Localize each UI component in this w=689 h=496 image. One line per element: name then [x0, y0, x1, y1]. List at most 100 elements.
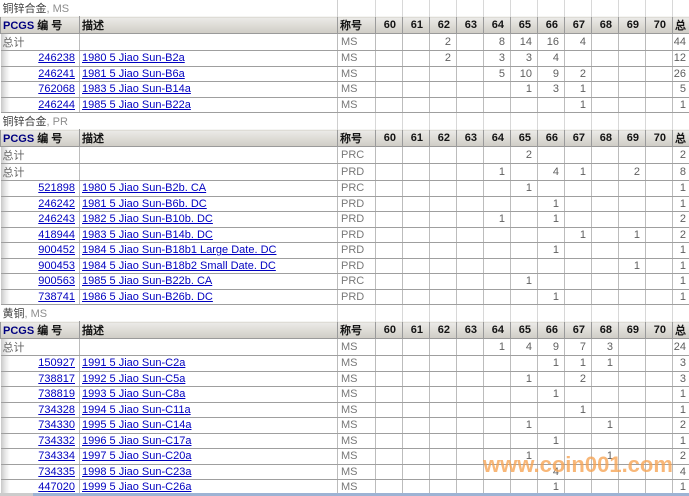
- title-spacer-cell: [591, 0, 619, 17]
- coin-description-link[interactable]: 1982 5 Jiao Sun-B10b. DC: [82, 213, 213, 226]
- pcgs-number-link[interactable]: 447020: [38, 481, 75, 494]
- grade-count-cell: [375, 211, 403, 228]
- number-label: 编 号: [37, 20, 63, 32]
- pcgs-number-link[interactable]: 734334: [38, 450, 75, 463]
- pcgs-number-link[interactable]: 246242: [38, 197, 75, 210]
- grade-count-cell: [402, 97, 430, 113]
- grade-count-cell: 1: [537, 242, 565, 259]
- grade-count-cell: [510, 402, 538, 418]
- col-header-total: 总: [672, 16, 689, 34]
- grade-count-cell: 1: [510, 417, 538, 434]
- col-header-total: 总: [672, 129, 689, 147]
- pcgs-number-link[interactable]: 246243: [38, 213, 75, 226]
- grade-count-cell: [402, 33, 430, 51]
- grade-count-cell: [375, 50, 403, 67]
- grade-count-cell: [591, 433, 619, 449]
- pcgs-number-link[interactable]: 900452: [38, 244, 75, 257]
- grade-count-cell: [483, 355, 511, 372]
- grade-count-cell: [429, 355, 457, 372]
- description-cell: 1981 5 Jiao Sun-B6a: [79, 66, 338, 82]
- pcgs-number-link[interactable]: 900563: [38, 275, 75, 288]
- description-cell: 1995 5 Jiao Sun-C14a: [79, 417, 338, 434]
- coin-description-link[interactable]: 1985 5 Jiao Sun-B22b. CA: [82, 275, 213, 288]
- pcgs-number-link[interactable]: 734330: [38, 419, 75, 432]
- grade-count-cell: [591, 163, 619, 181]
- grade-count-cell: [429, 97, 457, 113]
- description-cell: 1984 5 Jiao Sun-B18b2 Small Date. DC: [79, 258, 338, 274]
- grade-count-cell: [591, 66, 619, 82]
- coin-description-link[interactable]: 1991 5 Jiao Sun-C2a: [82, 357, 186, 370]
- coin-description-link[interactable]: 1986 5 Jiao Sun-B26b. DC: [82, 290, 213, 303]
- grade-count-cell: [375, 146, 403, 164]
- totals-label: 总计: [2, 167, 25, 179]
- coin-description-link[interactable]: 1984 5 Jiao Sun-B18b2 Small Date. DC: [82, 259, 276, 272]
- grade-count-cell: [564, 180, 592, 197]
- coin-description-link[interactable]: 1981 5 Jiao Sun-B6b. DC: [82, 197, 207, 210]
- coin-description-link[interactable]: 1993 5 Jiao Sun-C8a: [82, 388, 186, 401]
- coin-description-link[interactable]: 1980 5 Jiao Sun-B2b. CA: [82, 182, 207, 195]
- coin-description-link[interactable]: 1984 5 Jiao Sun-B18b1 Large Date. DC: [82, 244, 277, 257]
- pcgs-number-link[interactable]: 246241: [38, 67, 75, 80]
- grade-count-cell: 3: [510, 50, 538, 67]
- grade-count-cell: [591, 386, 619, 403]
- coin-description-link[interactable]: 1985 5 Jiao Sun-B22a: [82, 98, 191, 111]
- grade-count-cell: [618, 386, 646, 403]
- coin-description-link[interactable]: 1997 5 Jiao Sun-C20a: [82, 450, 192, 463]
- pcgs-number-link[interactable]: 738819: [38, 388, 75, 401]
- pcgs-number-link[interactable]: 900453: [38, 259, 75, 272]
- col-header-grade: 66: [537, 16, 565, 34]
- coin-description-link[interactable]: 1980 5 Jiao Sun-B2a: [82, 52, 185, 65]
- pcgs-number-link[interactable]: 734332: [38, 434, 75, 447]
- grade-count-cell: [645, 196, 673, 212]
- col-header-grade: 65: [510, 16, 538, 34]
- grade-count-cell: [537, 402, 565, 418]
- pcgs-number-link[interactable]: 738741: [38, 290, 75, 303]
- coin-description-link[interactable]: 1994 5 Jiao Sun-C11a: [82, 403, 191, 416]
- total-count-cell: 1: [672, 196, 689, 212]
- grade-count-cell: [618, 338, 646, 356]
- designation-cell: MS: [337, 464, 376, 480]
- title-spacer-cell: [375, 305, 403, 322]
- grade-count-cell: 4: [537, 50, 565, 67]
- coin-description-link[interactable]: 1981 5 Jiao Sun-B6a: [82, 67, 185, 80]
- coin-description-link[interactable]: 1983 5 Jiao Sun-B14a: [82, 83, 191, 96]
- pcgs-number-link[interactable]: 150927: [38, 357, 75, 370]
- grade-count-cell: [456, 163, 484, 181]
- grade-count-cell: [456, 81, 484, 98]
- pcgs-number-link[interactable]: 734328: [38, 403, 75, 416]
- total-count-cell: 2: [672, 448, 689, 465]
- grade-count-cell: [456, 448, 484, 465]
- grade-count-cell: [564, 433, 592, 449]
- coin-description-link[interactable]: 1995 5 Jiao Sun-C14a: [82, 419, 192, 432]
- pcgs-number-cell: 738819: [0, 386, 80, 403]
- col-header-designation: 称号: [337, 16, 376, 34]
- grade-count-cell: 2: [564, 371, 592, 387]
- pcgs-number-link[interactable]: 418944: [38, 228, 75, 241]
- pcgs-number-link[interactable]: 521898: [38, 182, 75, 195]
- grade-count-cell: [483, 180, 511, 197]
- totals-row: 总计 PRC 2 2: [0, 146, 689, 164]
- pcgs-number-link[interactable]: 738817: [38, 372, 75, 385]
- coin-description-link[interactable]: 1992 5 Jiao Sun-C5a: [82, 372, 186, 385]
- total-count-cell: 24: [672, 338, 689, 356]
- coin-row: 738741 1986 5 Jiao Sun-B26b. DC PRD 1 1: [0, 289, 689, 305]
- number-label: 编 号: [37, 133, 63, 145]
- coin-row: 246243 1982 5 Jiao Sun-B10b. DC PRD 1 1 2: [0, 211, 689, 228]
- coin-description-link[interactable]: 1999 5 Jiao Sun-C26a: [82, 481, 192, 494]
- grade-count-cell: [456, 180, 484, 197]
- grade-count-cell: [429, 273, 457, 290]
- title-spacer-cell: [429, 0, 457, 17]
- coin-description-link[interactable]: 1998 5 Jiao Sun-C23a: [82, 465, 192, 478]
- pcgs-number-link[interactable]: 762068: [38, 83, 75, 96]
- coin-description-link[interactable]: 1983 5 Jiao Sun-B14b. DC: [82, 228, 213, 241]
- grade-count-cell: [645, 227, 673, 243]
- grade-count-cell: [375, 338, 403, 356]
- coin-description-link[interactable]: 1996 5 Jiao Sun-C17a: [82, 434, 192, 447]
- pcgs-number-link[interactable]: 246244: [38, 98, 75, 111]
- grade-count-cell: [591, 289, 619, 305]
- pcgs-number-link[interactable]: 246238: [38, 52, 75, 65]
- totals-label-cell: 总计: [0, 146, 80, 164]
- pcgs-number-link[interactable]: 734335: [38, 465, 75, 478]
- title-spacer-cell: [375, 113, 403, 130]
